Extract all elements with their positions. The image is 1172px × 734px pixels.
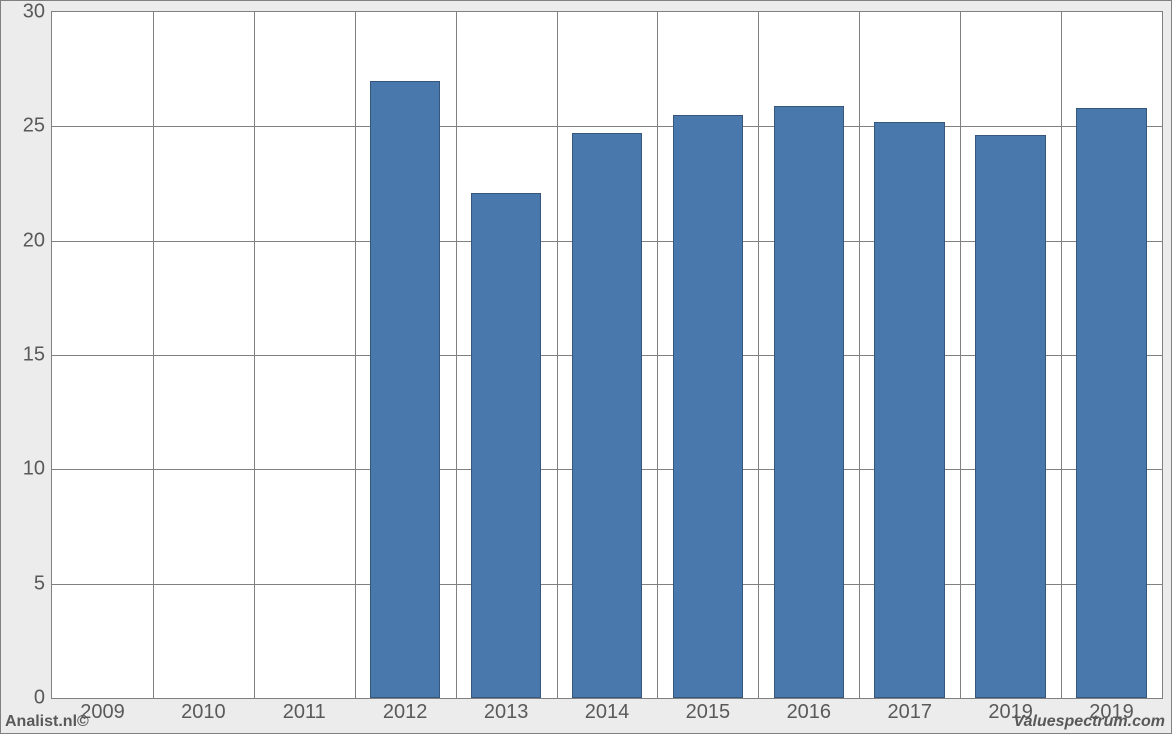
bar: [673, 115, 744, 698]
y-tick-label: 15: [1, 344, 45, 367]
footer-right-text: Valuespectrum.com: [1014, 713, 1165, 731]
bar: [874, 122, 945, 698]
x-tick-label: 2015: [686, 701, 731, 724]
chart-container: 051015202530 200920102011201220132014201…: [0, 0, 1172, 734]
y-tick-label: 25: [1, 115, 45, 138]
bar: [774, 106, 845, 698]
y-tick-label: 10: [1, 458, 45, 481]
grid-line-vertical: [1061, 12, 1062, 698]
bar: [471, 193, 542, 698]
y-tick-label: 0: [1, 687, 45, 710]
grid-line-vertical: [153, 12, 154, 698]
x-tick-label: 2012: [383, 701, 428, 724]
grid-line-vertical: [254, 12, 255, 698]
bar: [370, 81, 441, 698]
y-tick-label: 20: [1, 229, 45, 252]
grid-line-vertical: [960, 12, 961, 698]
plot-area: [51, 11, 1163, 699]
x-tick-label: 2017: [887, 701, 932, 724]
grid-line-vertical: [557, 12, 558, 698]
x-tick-label: 2014: [585, 701, 630, 724]
y-tick-label: 5: [1, 572, 45, 595]
grid-line-horizontal: [52, 126, 1162, 127]
bar: [975, 135, 1046, 698]
grid-line-vertical: [657, 12, 658, 698]
x-tick-label: 2011: [283, 701, 326, 724]
bar: [572, 133, 643, 698]
y-tick-label: 30: [1, 1, 45, 24]
grid-line-vertical: [355, 12, 356, 698]
x-tick-label: 2010: [181, 701, 226, 724]
grid-line-vertical: [859, 12, 860, 698]
x-tick-label: 2016: [787, 701, 832, 724]
bar: [1076, 108, 1147, 698]
x-tick-label: 2013: [484, 701, 529, 724]
grid-line-vertical: [758, 12, 759, 698]
grid-line-vertical: [456, 12, 457, 698]
footer-left-text: Analist.nl©: [5, 713, 89, 731]
